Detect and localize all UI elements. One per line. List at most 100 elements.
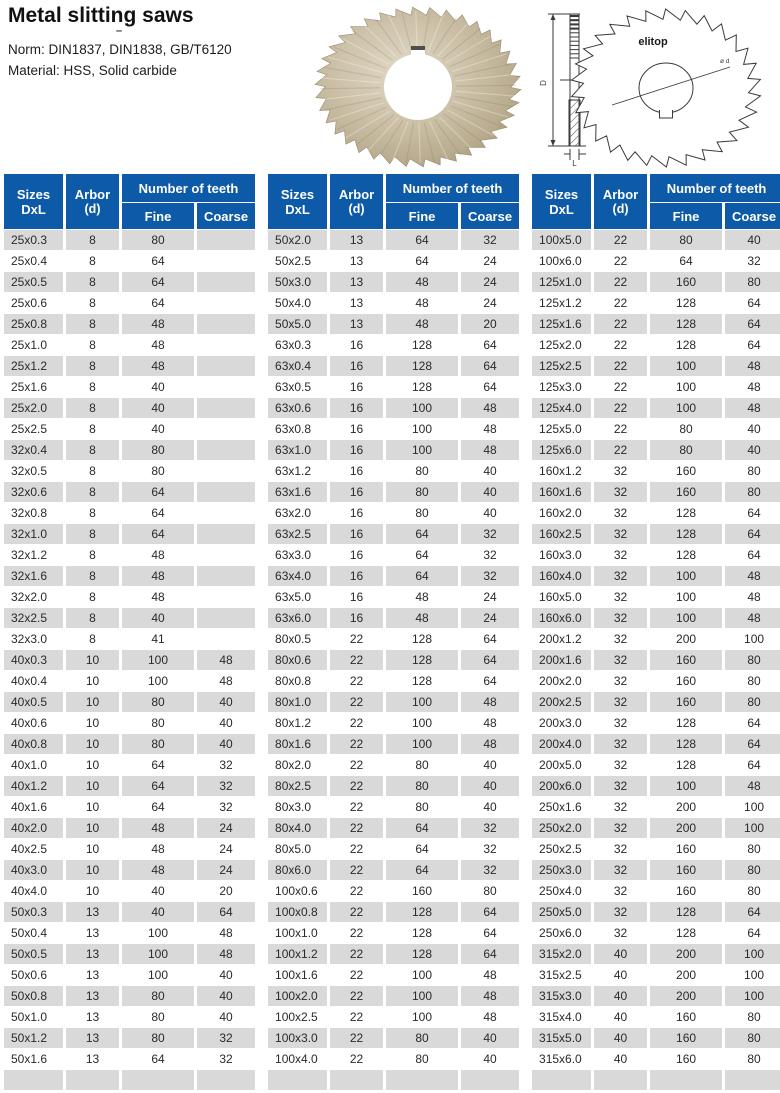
cell-arbor: 32	[594, 797, 648, 817]
cell-coarse	[197, 566, 256, 586]
table-row: 50x1.0 13 80 40	[4, 1007, 256, 1027]
cell-size: 63x0.3	[268, 335, 328, 355]
cell-fine: 48	[122, 839, 194, 859]
cell-fine: 80	[122, 734, 194, 754]
cell-coarse: 64	[461, 671, 520, 691]
cell-size: 125x1.6	[532, 314, 592, 334]
cell-size: 63x0.8	[268, 419, 328, 439]
cell-fine: 128	[386, 356, 459, 376]
cell-arbor: 8	[66, 461, 119, 481]
cell-size: 250x2.0	[532, 818, 592, 838]
cell-size: 100x1.6	[268, 965, 328, 985]
cell-fine: 100	[122, 650, 194, 670]
cell-size: 125x1.2	[532, 293, 592, 313]
table-row: 32x0.5 8 80	[4, 461, 256, 481]
cell-coarse: 40	[461, 1049, 520, 1069]
cell-fine: 200	[650, 944, 723, 964]
table-row: 200x2.5 32 160 80	[532, 692, 780, 712]
cell-coarse	[197, 545, 256, 565]
cell-size: 40x1.2	[4, 776, 63, 796]
cell-coarse: 40	[461, 482, 520, 502]
cell-size: 40x0.6	[4, 713, 63, 733]
table-row: 315x5.0 40 160 80	[532, 1028, 780, 1048]
table-row: 80x2.0 22 80 40	[268, 755, 520, 775]
table-row: 200x5.0 32 128 64	[532, 755, 780, 775]
table-row: 25x1.6 8 40	[4, 377, 256, 397]
cell-size: 50x1.6	[4, 1049, 63, 1069]
cell-arbor: 22	[330, 986, 384, 1006]
cell-fine: 40	[122, 881, 194, 901]
thickness-label: L	[572, 159, 577, 168]
cell-coarse: 48	[197, 671, 256, 691]
cell-arbor: 8	[66, 419, 119, 439]
col-header-arbor: Arbor (d)	[594, 174, 648, 229]
cell-arbor: 13	[330, 230, 384, 250]
cell-size: 80x0.5	[268, 629, 328, 649]
table-row: 32x1.2 8 48	[4, 545, 256, 565]
col-header-teeth: Number of teeth	[650, 174, 780, 203]
cell-arbor: 32	[594, 524, 648, 544]
cell-fine: 48	[122, 818, 194, 838]
cell-fine: 64	[386, 818, 459, 838]
cell-arbor: 16	[330, 335, 384, 355]
cell-arbor: 10	[66, 776, 119, 796]
cell-arbor: 22	[594, 230, 648, 250]
cell-coarse: 32	[197, 797, 256, 817]
cell-fine: 128	[650, 755, 723, 775]
cell-coarse: 48	[725, 776, 780, 796]
table-row: 25x0.3 8 80	[4, 230, 256, 250]
cell-fine: 100	[650, 356, 723, 376]
cell-size: 63x0.5	[268, 377, 328, 397]
cell-coarse: 32	[197, 755, 256, 775]
cell-arbor: 32	[594, 755, 648, 775]
table-row: 125x3.0 22 100 48	[532, 377, 780, 397]
cell-coarse: 40	[461, 461, 520, 481]
col-header-fine: Fine	[650, 203, 723, 229]
cell-fine: 128	[650, 545, 723, 565]
table-row: 100x1.2 22 128 64	[268, 944, 520, 964]
title-dash: –	[116, 25, 123, 37]
col-header-fine: Fine	[122, 203, 194, 229]
cell-size: 200x2.5	[532, 692, 592, 712]
cell-coarse	[197, 503, 256, 523]
cell-coarse: 32	[461, 230, 520, 250]
material-line: Material: HSS, Solid carbide	[8, 62, 177, 78]
cell-size: 315x2.5	[532, 965, 592, 985]
cell-arbor: 16	[330, 461, 384, 481]
table-row: 200x2.0 32 160 80	[532, 671, 780, 691]
cell-arbor: 13	[66, 902, 119, 922]
cell-coarse: 40	[461, 776, 520, 796]
cell-size: 40x4.0	[4, 881, 63, 901]
cell-fine: 80	[386, 1049, 459, 1069]
table-row: 80x5.0 22 64 32	[268, 839, 520, 859]
cell-fine: 160	[386, 881, 459, 901]
cell-fine: 100	[650, 608, 723, 628]
cell-size: 250x5.0	[532, 902, 592, 922]
cell-fine: 100	[386, 1007, 459, 1027]
cell-coarse: 80	[461, 881, 520, 901]
cell-fine: 48	[386, 587, 459, 607]
cell-size: 250x3.0	[532, 860, 592, 880]
cell-coarse: 40	[461, 1028, 520, 1048]
cell-fine: 100	[122, 965, 194, 985]
cell-size: 80x1.0	[268, 692, 328, 712]
table-row: 25x0.5 8 64	[4, 272, 256, 292]
cell-coarse: 48	[461, 1007, 520, 1027]
table-row: 40x1.0 10 64 32	[4, 755, 256, 775]
cell-size: 50x0.4	[4, 923, 63, 943]
technical-drawing: D L ø d elitop	[539, 4, 780, 170]
cell-size: 250x2.5	[532, 839, 592, 859]
cell-arbor: 16	[330, 440, 384, 460]
cell-coarse: 24	[197, 818, 256, 838]
table-row: 100x4.0 22 80 40	[268, 1049, 520, 1069]
cell-coarse: 40	[461, 503, 520, 523]
cell-arbor: 13	[330, 272, 384, 292]
cell-fine: 64	[386, 230, 459, 250]
cell-arbor: 10	[66, 713, 119, 733]
cell-coarse: 100	[725, 944, 780, 964]
cell-fine: 160	[650, 692, 723, 712]
cell-arbor: 32	[594, 839, 648, 859]
cell-coarse: 64	[725, 755, 780, 775]
cell-size: 63x6.0	[268, 608, 328, 628]
cell-arbor: 22	[594, 251, 648, 271]
